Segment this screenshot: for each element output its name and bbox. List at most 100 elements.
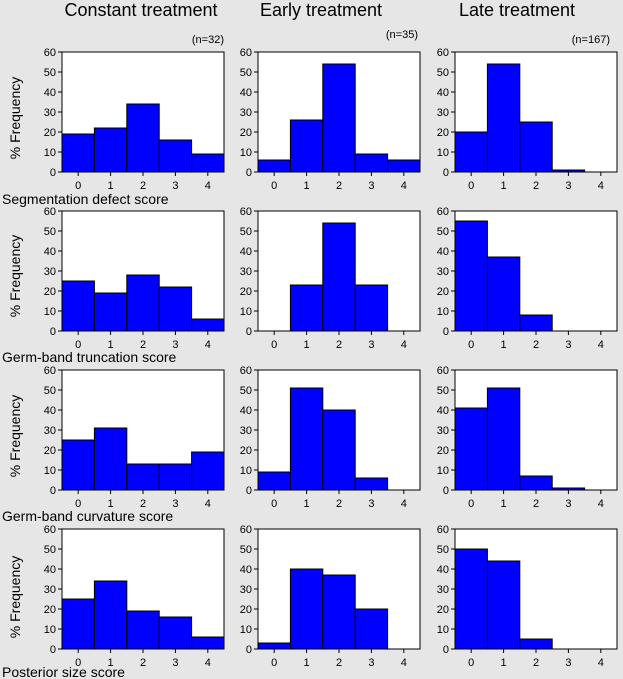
y-tick-label: 50: [240, 385, 252, 397]
y-axis-label-row-4: % Frequency: [7, 556, 23, 638]
bar-score-0: [454, 131, 488, 173]
x-tick-label: 3: [172, 339, 178, 351]
y-tick-label: 60: [437, 524, 449, 536]
x-tick-label: 0: [468, 339, 474, 351]
y-tick-label: 20: [240, 445, 252, 457]
x-tick-label: 0: [75, 498, 81, 510]
x-tick-label: 1: [501, 339, 507, 351]
y-tick-label: 0: [246, 485, 252, 497]
y-tick-label: 60: [44, 47, 56, 59]
x-tick-label: 0: [468, 498, 474, 510]
panel-germ-band-truncation-score-early-treatment: 0 10 20 30 40 50 60 0 1 2 3 4: [240, 206, 421, 351]
y-axis-label-row-3: % Frequency: [7, 395, 23, 477]
y-tick-label: 10: [240, 147, 252, 159]
x-tick-label: 1: [304, 339, 310, 351]
y-tick-label: 20: [240, 604, 252, 616]
y-tick-label: 0: [246, 326, 252, 338]
y-tick-label: 40: [240, 564, 252, 576]
x-tick-label: 4: [401, 498, 407, 510]
x-tick-label: 2: [140, 180, 146, 192]
y-tick-label: 60: [44, 365, 56, 377]
y-tick-label: 30: [44, 266, 56, 278]
x-tick-label: 1: [501, 498, 507, 510]
x-tick-label: 2: [336, 657, 342, 669]
bar-score-1: [289, 568, 324, 650]
y-tick-label: 60: [240, 524, 252, 536]
bar-score-1: [93, 427, 128, 491]
x-tick-label: 4: [401, 339, 407, 351]
y-tick-label: 60: [437, 47, 449, 59]
y-tick-label: 60: [240, 206, 252, 218]
y-tick-label: 20: [44, 445, 56, 457]
y-tick-label: 60: [240, 47, 252, 59]
bar-score-0: [257, 159, 291, 173]
panel-posterior-size-score-early-treatment: 0 10 20 30 40 50 60 0 1 2 3 4: [240, 524, 421, 669]
y-tick-label: 60: [437, 206, 449, 218]
column-title-early: Early treatment: [260, 0, 382, 20]
x-tick-label: 4: [598, 657, 604, 669]
y-tick-label: 40: [240, 405, 252, 417]
x-tick-label: 2: [533, 180, 539, 192]
y-tick-label: 30: [437, 584, 449, 596]
bar-score-1: [486, 63, 521, 173]
y-tick-label: 0: [443, 167, 449, 179]
panel-germ-band-curvature-score-late-treatment: 0 10 20 30 40 50 60 0 1 2 3 4: [437, 365, 618, 510]
x-tick-label: 4: [205, 180, 211, 192]
y-tick-label: 10: [437, 465, 449, 477]
x-tick-label: 4: [401, 657, 407, 669]
y-tick-label: 30: [240, 266, 252, 278]
bar-score-0: [454, 220, 488, 332]
y-tick-label: 30: [240, 107, 252, 119]
x-tick-label: 2: [336, 498, 342, 510]
bar-score-2: [519, 121, 553, 173]
y-tick-label: 30: [240, 425, 252, 437]
x-tick-label: 0: [271, 339, 277, 351]
bar-score-2: [126, 103, 160, 173]
panel-segmentation-defect-score-constant-treatment: 0 10 20 30 40 50 60 0 1 2 3 4: [44, 47, 225, 192]
x-tick-label: 3: [565, 498, 571, 510]
x-tick-label: 3: [368, 657, 374, 669]
x-tick-label: 3: [368, 180, 374, 192]
column-title-late: Late treatment: [459, 0, 575, 20]
x-tick-label: 0: [271, 498, 277, 510]
panel-segmentation-defect-score-late-treatment: 0 10 20 30 40 50 60 0 1 2 3 4: [437, 47, 618, 192]
y-tick-label: 10: [44, 147, 56, 159]
x-tick-label: 3: [172, 498, 178, 510]
bar-score-3: [158, 463, 193, 491]
bar-score-4: [191, 318, 225, 332]
y-tick-label: 60: [44, 524, 56, 536]
x-tick-label: 1: [108, 657, 114, 669]
x-tick-label: 0: [75, 180, 81, 192]
bar-score-1: [289, 387, 324, 491]
panel-germ-band-truncation-score-late-treatment: 0 10 20 30 40 50 60 0 1 2 3 4: [437, 206, 618, 351]
y-tick-label: 20: [44, 604, 56, 616]
y-tick-label: 40: [44, 246, 56, 258]
y-tick-label: 40: [437, 564, 449, 576]
y-tick-label: 50: [44, 544, 56, 556]
x-tick-label: 2: [533, 657, 539, 669]
bar-score-1: [93, 292, 128, 332]
x-tick-label: 0: [271, 180, 277, 192]
y-tick-label: 10: [437, 624, 449, 636]
panel-posterior-size-score-late-treatment: 0 10 20 30 40 50 60 0 1 2 3 4: [437, 524, 618, 669]
y-tick-label: 10: [44, 624, 56, 636]
x-tick-label: 0: [468, 180, 474, 192]
bar-score-1: [486, 560, 521, 650]
x-tick-label: 2: [336, 339, 342, 351]
y-tick-label: 20: [240, 286, 252, 298]
y-tick-label: 30: [437, 107, 449, 119]
x-tick-label: 2: [336, 180, 342, 192]
y-tick-label: 50: [437, 67, 449, 79]
bar-score-0: [61, 133, 95, 173]
x-tick-label: 4: [205, 498, 211, 510]
bar-score-0: [454, 407, 488, 491]
x-tick-label: 0: [271, 657, 277, 669]
y-tick-label: 20: [437, 127, 449, 139]
panel-germ-band-curvature-score-early-treatment: 0 10 20 30 40 50 60 0 1 2 3 4: [240, 365, 421, 510]
y-tick-label: 0: [443, 485, 449, 497]
y-tick-label: 40: [240, 246, 252, 258]
x-tick-label: 3: [565, 180, 571, 192]
bar-score-2: [322, 409, 356, 491]
y-tick-label: 30: [437, 425, 449, 437]
